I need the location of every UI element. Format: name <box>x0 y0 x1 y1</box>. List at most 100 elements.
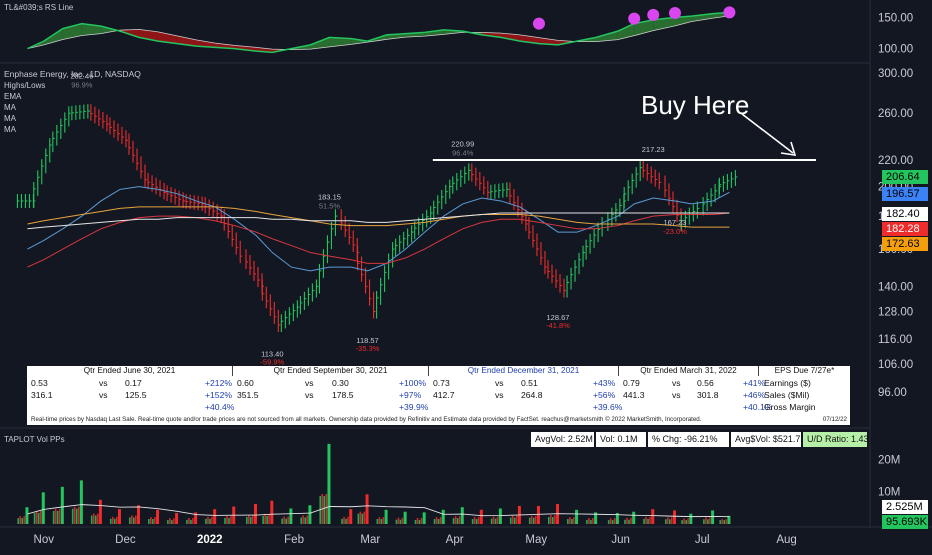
ma-orange-line <box>27 206 730 228</box>
fundamental-q4-r2-c3: 301.8 <box>697 390 719 400</box>
volume-bar-minor <box>630 517 632 524</box>
volume-bar-minor <box>681 520 683 524</box>
rs-area-segment <box>158 31 178 44</box>
volume-bar-minor <box>719 520 722 524</box>
fundamental-q2-r1-c4: +100% <box>399 378 426 388</box>
volume-bar-minor <box>283 516 285 524</box>
price-axis-tick-1: 260.00 <box>878 108 913 120</box>
volume-bar-minor <box>90 515 93 524</box>
volume-bar <box>175 513 179 524</box>
volume-bar-minor <box>609 518 612 524</box>
volume-bar-minor <box>707 519 709 524</box>
quarter-header-3: Qtr Ended December 31, 2021 <box>429 366 619 376</box>
rs-new-high-dot <box>723 6 736 19</box>
volume-bar-minor <box>96 513 99 524</box>
vol-stat: Vol: 0.1M <box>596 432 646 447</box>
volume-bar-minor <box>281 518 283 524</box>
rs-area-segment <box>500 33 520 42</box>
fundamental-q1-r1-c3: 0.17 <box>125 378 142 388</box>
fundamental-q2-r1-c2: vs <box>305 378 314 388</box>
annotation-price-2: 183.15 <box>318 192 341 201</box>
quarter-header-2: Qtr Ended September 30, 2021 <box>233 366 429 376</box>
volume-bar-minor <box>54 509 57 524</box>
volume-bar-minor <box>128 517 131 524</box>
volume-bar-minor <box>169 518 171 524</box>
volume-bar-minor <box>228 517 230 524</box>
volume-bar-minor <box>113 518 116 524</box>
volume-bar-minor <box>667 517 669 524</box>
volume-bar-minor <box>205 518 207 524</box>
volume-bar-minor <box>471 519 474 524</box>
volume-bar-minor <box>111 516 114 524</box>
volume-bar-minor <box>190 519 192 524</box>
volume-bar-minor <box>490 518 493 524</box>
volume-bar-minor <box>152 519 154 524</box>
data-disclaimer: Real-time prices by Nasdaq Last Sale. Re… <box>27 414 850 425</box>
fundamental-q4-r1-c1: 0.79 <box>623 378 640 388</box>
volume-bar-minor <box>224 517 226 524</box>
fundamental-q4-r1-c2: vs <box>672 378 681 388</box>
price-axis-tick-9: 106.00 <box>878 359 913 371</box>
month-label-may: May <box>525 534 547 546</box>
volume-bar-minor <box>687 518 689 524</box>
price-axis-tick-10: 96.00 <box>878 387 907 399</box>
volume-bar-minor <box>77 506 80 524</box>
volume-bar-minor <box>671 517 673 524</box>
buy-here-annotation: Buy Here <box>641 90 750 120</box>
annotation-price-9: 113.40 <box>261 349 283 358</box>
rs-line-title: TL&#039;s RS Line <box>4 3 74 12</box>
rs-axis-tick-0: 150.00 <box>878 12 913 24</box>
rs-area-segment <box>538 37 559 45</box>
volume-bar <box>689 513 693 524</box>
fundamental-q4-r3-c4: +40.1% <box>743 402 773 412</box>
rs-area-segment <box>653 17 676 31</box>
fundamental-q1-r2-c1: 316.1 <box>31 390 53 400</box>
volume-bar-minor <box>173 518 175 524</box>
annotation-price-6: 217.23 <box>642 145 665 154</box>
volume-bar-minor <box>624 519 626 524</box>
fundamental-q2-r2-c1: 351.5 <box>237 390 259 400</box>
volume-bar-minor <box>209 518 211 524</box>
volume-bar-minor <box>343 516 345 524</box>
volume-bar-minor <box>669 519 671 524</box>
volume-bar <box>403 511 407 524</box>
volume-bar-minor <box>207 516 209 524</box>
rs-area-segment <box>310 37 330 50</box>
volume-bar-minor <box>56 510 59 524</box>
annotation-price-13: 128.67 <box>547 313 570 322</box>
volume-bar-minor <box>52 510 55 524</box>
indicator-highs-lows: Highs/Lows <box>4 81 46 90</box>
chart-title: Enphase Energy, Inc., 1D, NASDAQ <box>4 69 141 79</box>
month-label-mar: Mar <box>360 534 380 546</box>
volume-bar-minor <box>154 517 156 524</box>
volume-bar-minor <box>192 517 194 524</box>
volume-bar-minor <box>628 519 630 524</box>
volume-bar-minor <box>477 517 480 524</box>
ema-line <box>27 186 730 272</box>
price-tag-ma-red: 182.28 <box>882 222 928 236</box>
volume-bar-minor <box>262 515 264 524</box>
rs-area-segment <box>81 23 101 36</box>
rs-new-high-dot <box>647 8 660 21</box>
fundamental-q4-r1-c4: +41% <box>743 378 766 388</box>
volume-bar-minor <box>534 515 537 524</box>
rs-area-segment <box>234 45 256 52</box>
fundamental-q2-r2-c3: 178.5 <box>332 390 354 400</box>
volume-bar-minor <box>33 512 36 524</box>
volume-bar <box>308 505 312 524</box>
annotation-price-0: 282.46 <box>70 71 93 80</box>
month-label-apr: Apr <box>446 534 464 546</box>
volume-bar-minor <box>378 517 381 524</box>
volume-bar <box>632 511 636 524</box>
fundamental-q1-r1-c1: 0.53 <box>31 378 48 388</box>
rs-new-high-dot <box>669 7 682 19</box>
volume-bar <box>289 508 293 524</box>
volume-bar <box>117 509 121 524</box>
volume-bar-minor <box>437 519 440 524</box>
volume-bar-minor <box>683 518 685 524</box>
volume-bar-minor <box>588 517 590 524</box>
volume-bar-minor <box>188 517 190 524</box>
volume-bar-minor <box>571 519 573 524</box>
volume-bar-minor <box>249 516 252 524</box>
avg-vol-stat: AvgVol: 2.52M <box>531 432 594 447</box>
